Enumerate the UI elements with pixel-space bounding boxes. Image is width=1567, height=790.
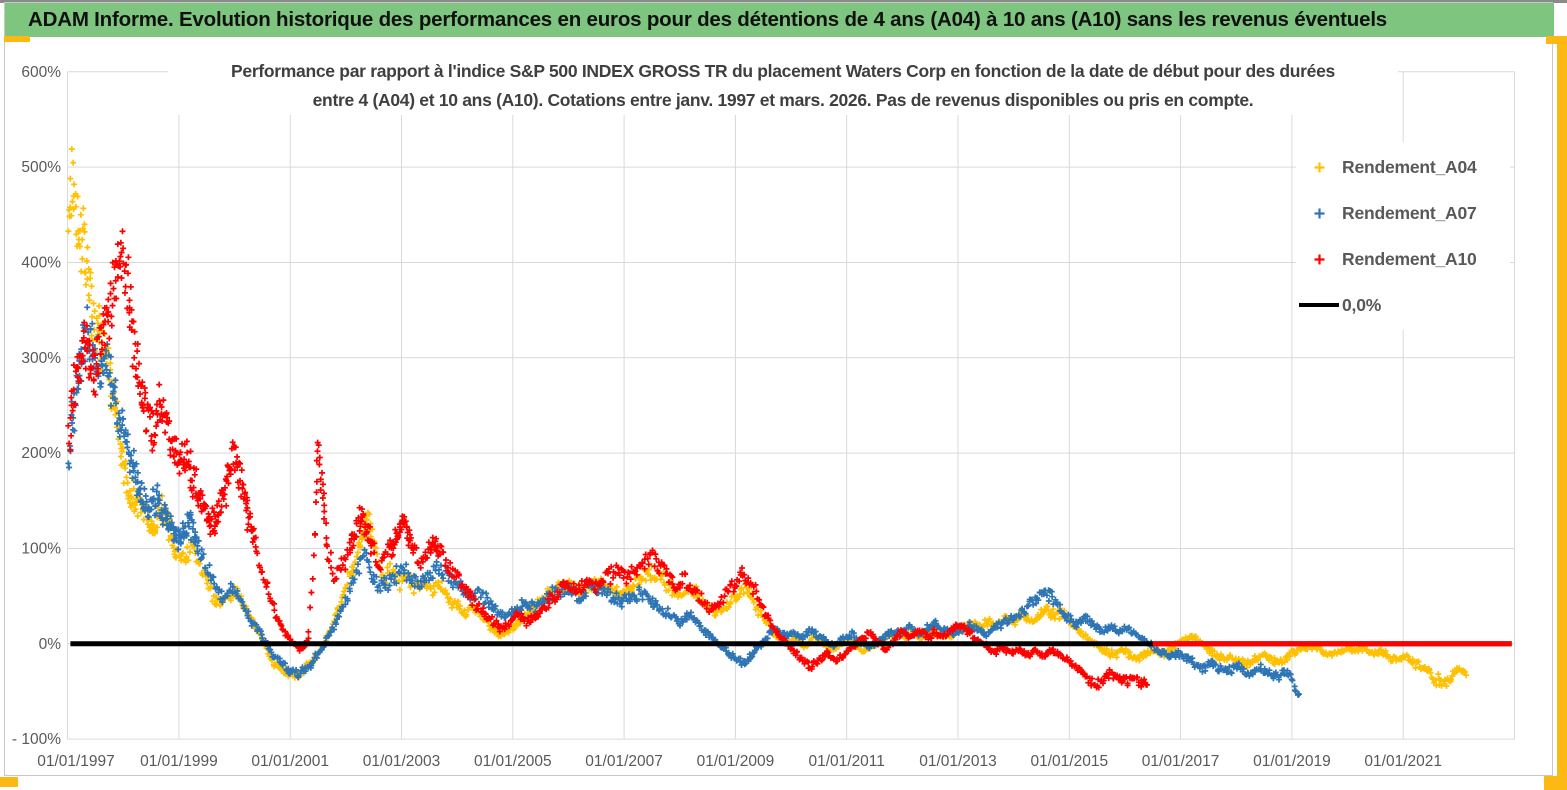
- y-axis-tick-label: 300%: [21, 350, 61, 367]
- chart-title-line1: Performance par rapport à l'indice S&P 5…: [231, 61, 1335, 81]
- legend-item-rendement-a04: Rendement_A04: [1296, 144, 1510, 190]
- x-axis-tick-label: 01/01/2001: [251, 753, 329, 770]
- plus-marker-icon: [1296, 253, 1342, 266]
- x-axis-tick-label: 01/01/2013: [919, 753, 997, 770]
- x-axis-tick-label: 01/01/1999: [140, 753, 218, 770]
- x-axis-tick-label: 01/01/2017: [1142, 753, 1220, 770]
- frame-accent-bottom-right: [1544, 776, 1567, 790]
- x-axis-tick-label: 01/01/2009: [697, 753, 775, 770]
- header-title: ADAM Informe. Evolution historique des p…: [28, 8, 1388, 31]
- x-axis-tick-label: 01/01/2005: [474, 753, 552, 770]
- frame-accent-bottom-left: [0, 777, 18, 787]
- scatter-series-rendement_a04: [65, 146, 1470, 689]
- y-axis-tick-label: - 100%: [12, 731, 61, 748]
- y-axis-tick-label: 600%: [21, 64, 61, 81]
- x-axis-tick-label: 01/01/2021: [1364, 753, 1442, 770]
- plus-marker-icon: [1296, 207, 1342, 220]
- legend: Rendement_A04 Rendement_A07 Rendement_A1…: [1296, 142, 1510, 330]
- frame-accent-right-bar: [1557, 40, 1567, 790]
- legend-item-rendement-a10: Rendement_A10: [1296, 236, 1510, 282]
- y-axis-tick-label: 400%: [21, 255, 61, 272]
- y-axis-tick-label: 0%: [39, 636, 62, 653]
- x-axis-tick-label: 01/01/2015: [1031, 753, 1109, 770]
- chart-title: Performance par rapport à l'indice S&P 5…: [168, 57, 1398, 115]
- legend-label: Rendement_A04: [1342, 156, 1477, 177]
- x-axis-tick-label: 01/01/2011: [808, 753, 884, 770]
- legend-label: Rendement_A10: [1342, 248, 1477, 269]
- legend-label: Rendement_A07: [1342, 202, 1477, 223]
- legend-item-rendement-a07: Rendement_A07: [1296, 190, 1510, 236]
- scatter-series-rendement_a10: [65, 228, 1150, 691]
- legend-item-zero-line: 0,0%: [1296, 282, 1510, 328]
- frame-accent-top-right: [1546, 36, 1567, 44]
- scatter-series-rendement_a07: [65, 304, 1302, 698]
- y-axis-tick-label: 100%: [21, 541, 61, 558]
- x-axis-tick-label: 01/01/1997: [37, 753, 115, 770]
- y-axis-tick-label: 500%: [21, 159, 61, 176]
- plus-marker-icon: [1296, 161, 1342, 174]
- y-axis-tick-label: 200%: [21, 445, 61, 462]
- x-axis-tick-label: 01/01/2019: [1253, 753, 1331, 770]
- x-axis-tick-label: 01/01/2007: [585, 753, 663, 770]
- x-axis-tick-label: 01/01/2003: [363, 753, 441, 770]
- legend-label: 0,0%: [1342, 294, 1382, 315]
- frame-accent-top-left: [4, 36, 30, 42]
- header-bar: ADAM Informe. Evolution historique des p…: [5, 3, 1554, 37]
- window-top-edge: [0, 0, 1567, 3]
- chart-title-line2: entre 4 (A04) et 10 ans (A10). Cotations…: [312, 90, 1254, 110]
- line-swatch-icon: [1299, 303, 1339, 307]
